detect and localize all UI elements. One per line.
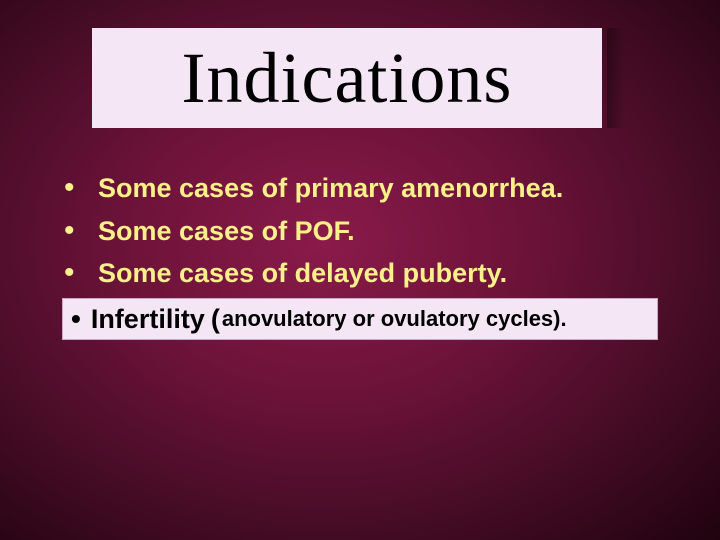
list-item: • Some cases of delayed puberty. bbox=[60, 253, 660, 294]
callout-paren: ( bbox=[211, 304, 220, 335]
bullet-text: Some cases of POF. bbox=[98, 213, 355, 249]
bullet-icon: • bbox=[60, 253, 98, 294]
bullet-icon: • bbox=[60, 168, 98, 209]
bullet-icon: • bbox=[71, 303, 81, 335]
callout-box: • Infertility ( anovulatory or ovulatory… bbox=[62, 298, 658, 340]
title-shadow bbox=[607, 28, 625, 128]
bullet-text: Some cases of delayed puberty. bbox=[98, 255, 507, 291]
list-item: • Some cases of primary amenorrhea. bbox=[60, 168, 660, 209]
title-box: Indications bbox=[92, 28, 602, 128]
callout-sub-text: anovulatory or ovulatory cycles). bbox=[222, 306, 567, 332]
bullet-icon: • bbox=[60, 211, 98, 252]
bullet-list: • Some cases of primary amenorrhea. • So… bbox=[60, 168, 660, 296]
list-item: • Some cases of POF. bbox=[60, 211, 660, 252]
bullet-text: Some cases of primary amenorrhea. bbox=[98, 170, 563, 206]
callout-main-text: Infertility bbox=[91, 304, 205, 335]
slide-title: Indications bbox=[182, 37, 513, 120]
